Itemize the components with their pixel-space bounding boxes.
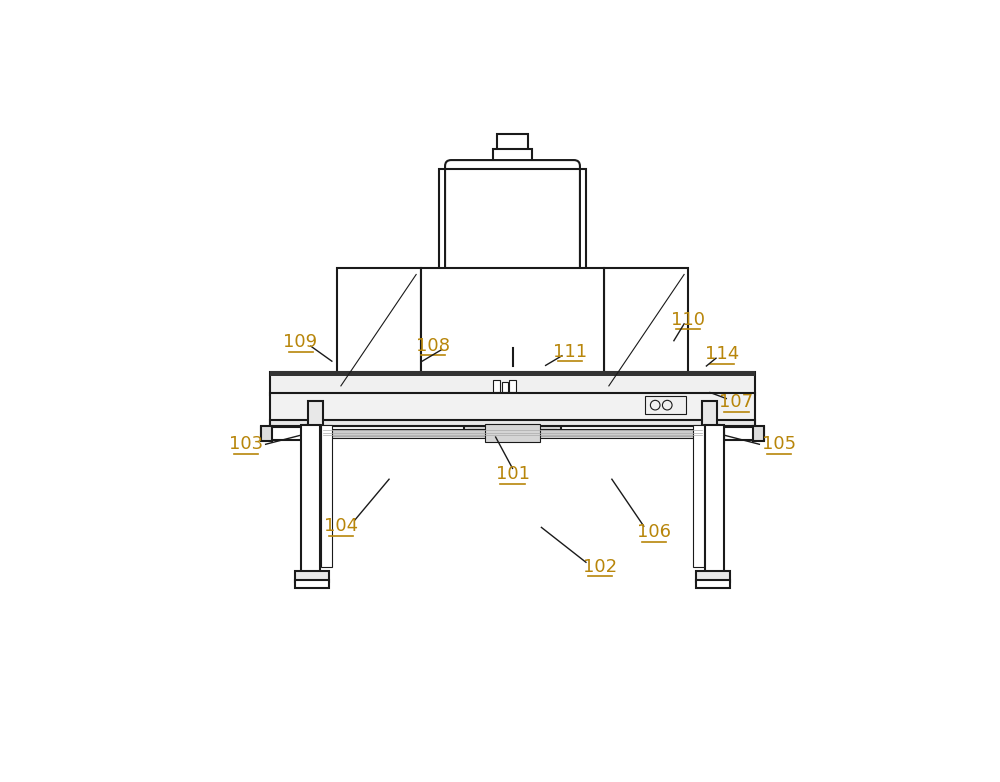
Bar bbox=[715, 425, 724, 443]
Bar bbox=[753, 425, 764, 441]
Bar bbox=[301, 425, 310, 443]
Text: 105: 105 bbox=[762, 436, 796, 454]
Bar bbox=[509, 380, 516, 392]
Bar bbox=[308, 401, 323, 446]
Bar bbox=[323, 430, 702, 436]
Bar bbox=[320, 429, 705, 438]
Bar bbox=[261, 425, 272, 441]
Bar bbox=[696, 571, 730, 582]
Text: 107: 107 bbox=[719, 393, 754, 411]
Circle shape bbox=[701, 429, 709, 438]
Bar bbox=[270, 420, 755, 426]
Bar bbox=[696, 580, 730, 587]
Bar bbox=[493, 149, 532, 167]
Text: 104: 104 bbox=[324, 517, 358, 535]
Bar bbox=[321, 425, 332, 566]
Bar bbox=[485, 424, 540, 442]
Bar bbox=[421, 268, 604, 389]
Text: 114: 114 bbox=[705, 345, 739, 363]
Bar bbox=[502, 382, 508, 392]
Bar bbox=[705, 425, 724, 572]
Bar bbox=[482, 323, 543, 336]
Bar bbox=[295, 571, 329, 582]
Bar bbox=[645, 396, 686, 414]
Bar bbox=[604, 268, 688, 389]
Bar bbox=[509, 364, 516, 369]
Bar bbox=[337, 268, 421, 389]
Text: 102: 102 bbox=[583, 558, 617, 576]
Text: 108: 108 bbox=[416, 336, 450, 354]
Bar bbox=[716, 427, 764, 440]
Bar bbox=[301, 425, 320, 572]
Bar bbox=[305, 424, 322, 441]
Bar bbox=[693, 425, 704, 566]
Bar bbox=[270, 372, 755, 395]
Text: 110: 110 bbox=[671, 310, 705, 328]
Bar bbox=[703, 424, 720, 441]
Text: 109: 109 bbox=[283, 333, 318, 351]
Bar bbox=[469, 430, 556, 436]
Bar bbox=[702, 401, 717, 446]
Bar bbox=[476, 294, 549, 324]
Text: 106: 106 bbox=[637, 523, 671, 541]
Text: 111: 111 bbox=[553, 343, 587, 361]
Bar bbox=[464, 417, 561, 431]
Text: 103: 103 bbox=[229, 436, 263, 454]
Bar bbox=[439, 169, 586, 286]
Text: 101: 101 bbox=[496, 465, 530, 483]
Bar bbox=[497, 135, 528, 151]
Bar bbox=[261, 427, 309, 440]
Bar bbox=[270, 371, 755, 375]
Bar bbox=[270, 393, 755, 426]
Bar bbox=[493, 380, 500, 392]
Bar bbox=[487, 335, 538, 348]
Bar bbox=[425, 393, 600, 418]
Bar bbox=[295, 580, 329, 587]
Circle shape bbox=[316, 429, 324, 438]
FancyBboxPatch shape bbox=[445, 160, 580, 302]
